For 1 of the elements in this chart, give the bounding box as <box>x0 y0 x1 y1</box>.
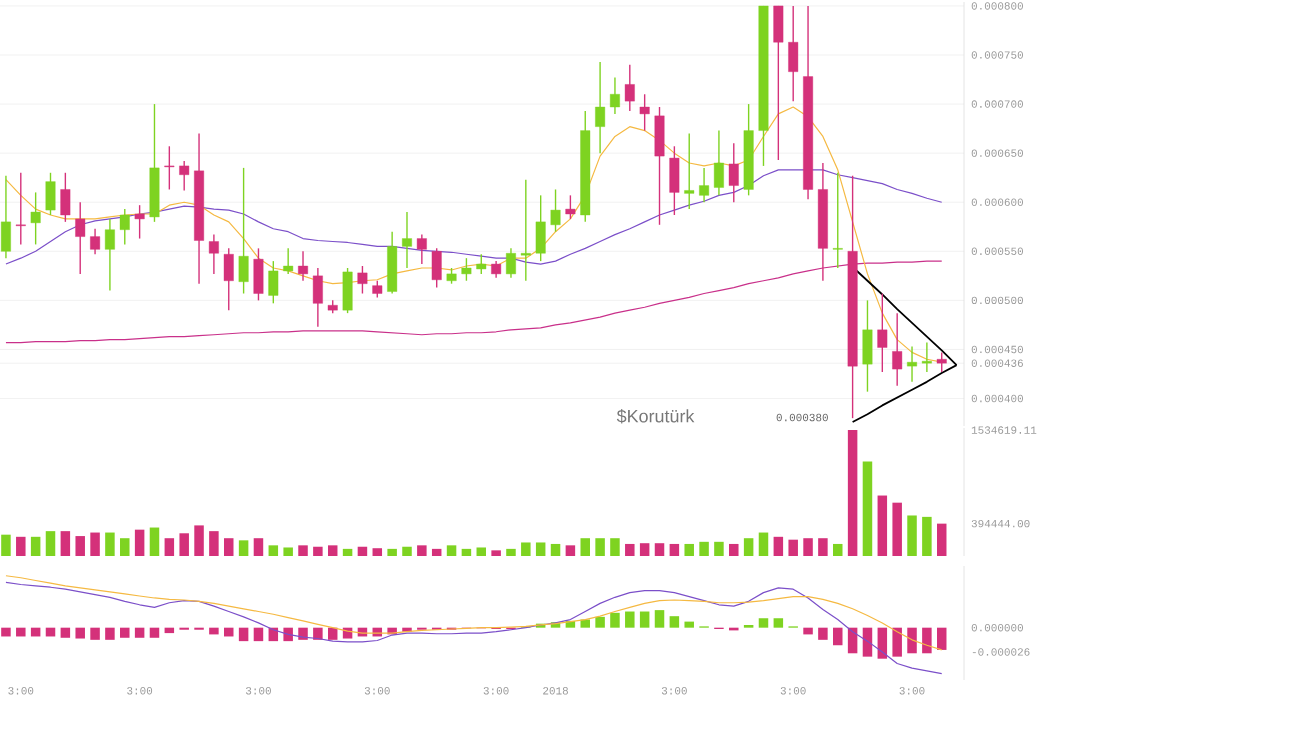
annotation: $Korutürk <box>616 409 695 424</box>
